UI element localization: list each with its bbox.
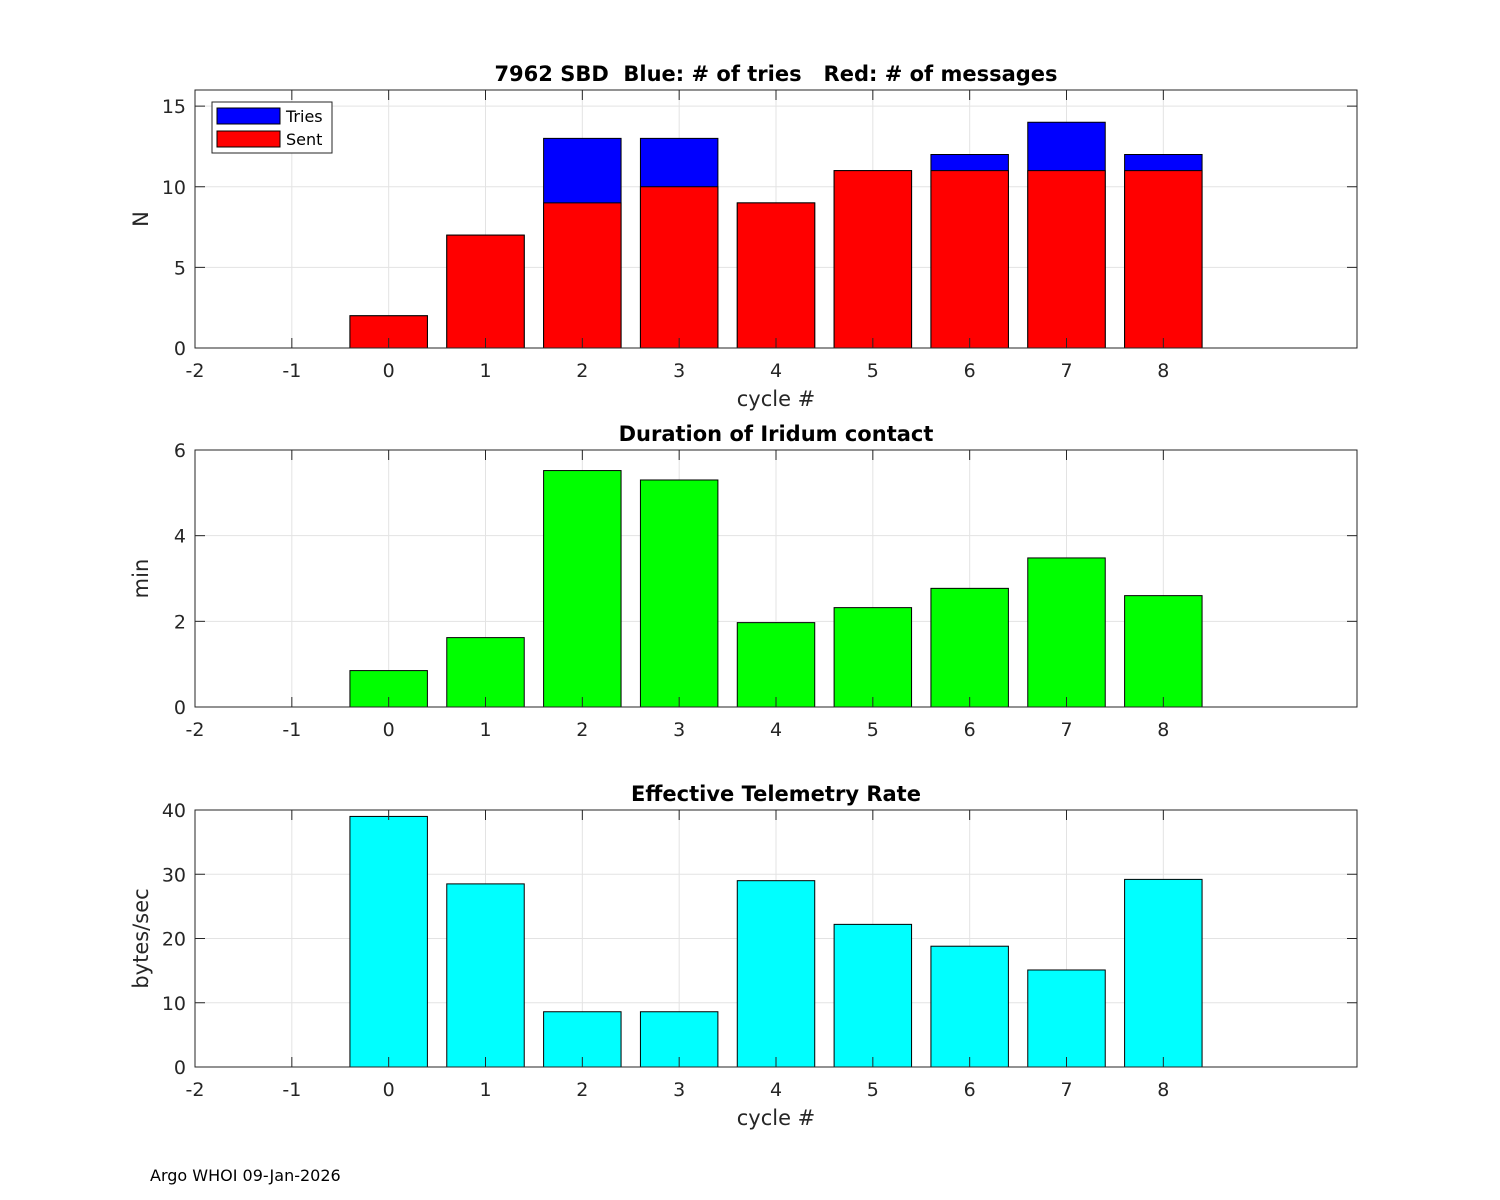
legend-swatch-sent [216, 130, 281, 148]
bar-rate-cycle-0 [349, 815, 428, 1068]
y-tick-label: 10 [162, 993, 186, 1015]
x-tick-label: 8 [1157, 1079, 1169, 1101]
y-tick-label: 40 [162, 800, 186, 822]
y-axis-label: N [129, 211, 153, 227]
bar-sent-cycle-7 [1027, 170, 1106, 349]
chart-title: Duration of Iridum contact [619, 422, 934, 446]
x-tick-label: 1 [479, 1079, 491, 1101]
footer-text: Argo WHOI 09-Jan-2026 [150, 1166, 341, 1185]
x-tick-label: 1 [479, 360, 491, 382]
x-tick-label: 1 [479, 719, 491, 741]
x-tick-label: -2 [186, 1079, 205, 1101]
x-tick-label: 0 [383, 719, 395, 741]
x-tick-label: -1 [282, 719, 301, 741]
x-tick-label: 7 [1060, 719, 1072, 741]
y-tick-label: 0 [174, 338, 186, 360]
x-tick-label: 3 [673, 360, 685, 382]
bar-duration-cycle-6 [930, 587, 1009, 708]
x-axis-label: cycle # [737, 1106, 816, 1130]
bar-sent-cycle-5 [833, 170, 913, 349]
x-tick-label: -2 [186, 719, 205, 741]
x-tick-label: 5 [867, 719, 879, 741]
y-tick-label: 30 [162, 864, 186, 886]
legend-swatch-tries [216, 107, 281, 125]
bar-duration-cycle-5 [833, 607, 913, 708]
y-axis-label: min [129, 559, 153, 599]
x-tick-label: -1 [282, 360, 301, 382]
bar-sent-cycle-4 [736, 202, 816, 349]
y-axis-label: bytes/sec [129, 888, 153, 988]
x-tick-label: 8 [1157, 360, 1169, 382]
x-tick-label: 4 [770, 1079, 782, 1101]
x-tick-label: -2 [186, 360, 205, 382]
legend-label-sent: Sent [286, 130, 322, 149]
bar-sent-cycle-2 [543, 202, 622, 349]
bar-rate-cycle-1 [446, 883, 525, 1068]
x-tick-label: 5 [867, 1079, 879, 1101]
x-tick-label: 6 [964, 360, 976, 382]
x-tick-label: 6 [964, 1079, 976, 1101]
x-tick-label: 5 [867, 360, 879, 382]
bar-duration-cycle-7 [1027, 557, 1106, 708]
bar-duration-cycle-4 [736, 622, 816, 708]
y-tick-label: 0 [174, 697, 186, 719]
x-tick-label: 7 [1060, 360, 1072, 382]
bar-sent-cycle-8 [1124, 170, 1203, 349]
x-tick-label: 4 [770, 360, 782, 382]
x-tick-label: 3 [673, 719, 685, 741]
x-tick-label: 0 [383, 360, 395, 382]
y-tick-label: 0 [174, 1057, 186, 1079]
bar-rate-cycle-6 [930, 945, 1009, 1068]
x-tick-label: 6 [964, 719, 976, 741]
x-tick-label: 2 [576, 1079, 588, 1101]
x-tick-label: 8 [1157, 719, 1169, 741]
y-tick-label: 10 [162, 177, 186, 199]
bar-duration-cycle-3 [639, 479, 719, 708]
bar-rate-cycle-5 [833, 923, 913, 1068]
bar-sent-cycle-6 [930, 170, 1009, 349]
bar-sent-cycle-3 [639, 186, 719, 349]
chart-title: 7962 SBD Blue: # of tries Red: # of mess… [494, 62, 1057, 86]
x-tick-label: 4 [770, 719, 782, 741]
bar-rate-cycle-8 [1124, 878, 1203, 1068]
y-tick-label: 15 [162, 96, 186, 118]
bar-duration-cycle-8 [1124, 595, 1203, 708]
y-tick-label: 4 [174, 526, 186, 548]
y-tick-label: 6 [174, 440, 186, 462]
x-tick-label: 7 [1060, 1079, 1072, 1101]
bar-rate-cycle-7 [1027, 969, 1106, 1068]
y-tick-label: 2 [174, 611, 186, 633]
y-tick-label: 5 [174, 257, 186, 279]
legend-label-tries: Tries [285, 107, 323, 126]
x-axis-label: cycle # [737, 387, 816, 411]
x-tick-label: 0 [383, 1079, 395, 1101]
x-tick-label: -1 [282, 1079, 301, 1101]
bar-sent-cycle-1 [446, 234, 525, 349]
y-tick-label: 20 [162, 929, 186, 951]
x-tick-label: 2 [576, 719, 588, 741]
bar-duration-cycle-2 [543, 470, 622, 708]
x-tick-label: 3 [673, 1079, 685, 1101]
x-tick-label: 2 [576, 360, 588, 382]
bar-duration-cycle-1 [446, 637, 525, 708]
bar-rate-cycle-4 [736, 880, 816, 1068]
chart-title: Effective Telemetry Rate [631, 782, 921, 806]
